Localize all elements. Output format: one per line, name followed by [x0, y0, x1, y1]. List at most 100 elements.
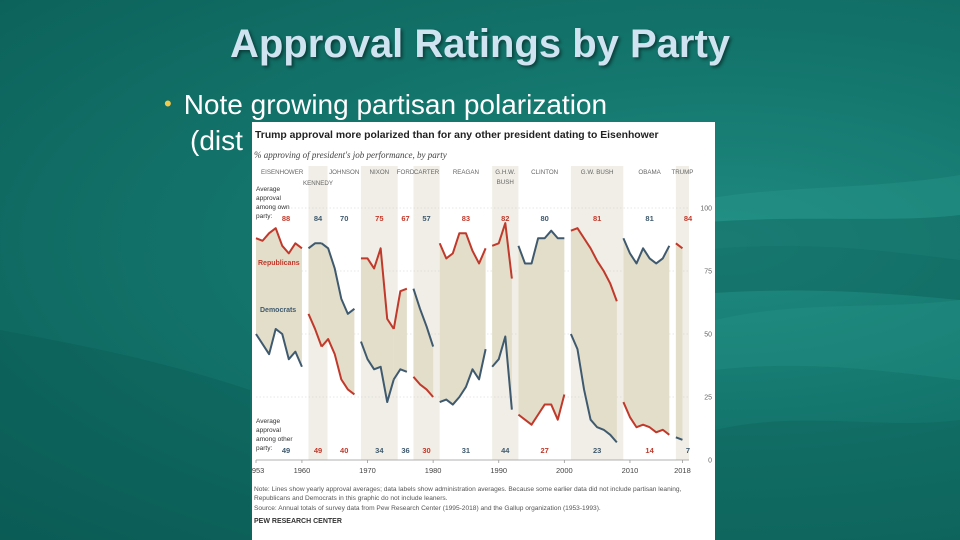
series-republicans-line — [438, 232, 487, 265]
y-tick-label: 25 — [704, 395, 712, 402]
series-label-democrats: Democrats — [260, 307, 296, 314]
own-party-label: party: — [256, 213, 272, 220]
president-name: FORD — [397, 169, 415, 176]
own-party-average: 81 — [645, 214, 653, 223]
other-party-label: Average — [256, 418, 280, 425]
y-tick-label: 100 — [700, 206, 712, 213]
polarization-gap-area — [623, 238, 670, 435]
series-republicans-line — [255, 227, 303, 255]
president-name: G.W. BUSH — [581, 169, 614, 176]
own-party-label: among own — [256, 204, 290, 211]
own-party-average: 83 — [462, 214, 470, 223]
other-party-average: 49 — [314, 446, 322, 455]
polarization-gap-area — [413, 288, 434, 397]
x-tick-label: 1953 — [252, 466, 264, 475]
other-party-average: 14 — [645, 446, 654, 455]
series-republicans-line — [360, 247, 395, 330]
president-name: KENNEDY — [303, 180, 333, 187]
own-party-average: 84 — [314, 214, 323, 223]
series-democrats-line — [307, 242, 322, 250]
other-party-average: 27 — [540, 446, 548, 455]
bullet-line-1: Note growing partisan polarization — [183, 89, 608, 120]
chart-figure: EISENHOWER 88 49 KENNEDY 84 49 JOHNSON 70 40 NIXO… — [252, 122, 715, 540]
other-party-average: 36 — [401, 446, 409, 455]
other-party-label: approval — [256, 427, 281, 434]
series-label-republicans: Republicans — [258, 260, 300, 267]
polarization-gap-area — [492, 223, 512, 410]
other-party-label: party: — [256, 445, 272, 452]
other-party-average: 40 — [340, 446, 348, 455]
other-party-average: 44 — [501, 446, 510, 455]
y-tick-label: 75 — [704, 269, 712, 276]
slide-title: Approval Ratings by Party — [229, 22, 731, 66]
polarization-gap-area — [360, 248, 394, 403]
series-democrats-line — [320, 242, 356, 315]
president-name: G.H.W. — [495, 169, 515, 176]
other-party-average: 7 — [686, 446, 690, 455]
chart-note: Note: Lines show yearly approval average… — [254, 486, 682, 502]
series-democrats-line — [675, 436, 683, 441]
series-democrats-line — [392, 368, 408, 380]
series-democrats-line — [439, 348, 487, 406]
series-republicans-line — [675, 242, 684, 250]
own-party-average: 57 — [422, 214, 430, 223]
own-party-average: 84 — [684, 214, 693, 223]
president-name: OBAMA — [638, 169, 661, 176]
own-party-average: 67 — [401, 214, 409, 223]
chart-source: Source: Annual totals of survey data fro… — [254, 505, 601, 512]
president-name: EISENHOWER — [261, 169, 304, 176]
series-democrats-line — [622, 237, 671, 265]
own-party-label: Average — [256, 186, 280, 193]
series-democrats-line — [360, 341, 395, 404]
series-republicans-line — [412, 376, 434, 398]
polarization-gap-area — [570, 228, 617, 443]
series-democrats-line — [491, 335, 513, 410]
series-republicans-line — [570, 227, 618, 302]
own-party-average: 88 — [282, 214, 290, 223]
other-party-label: among other — [256, 436, 293, 443]
series-republicans-line — [517, 394, 566, 426]
own-party-average: 80 — [540, 214, 548, 223]
polarization-gap-area — [439, 233, 486, 405]
own-party-average: 81 — [593, 214, 601, 223]
x-tick-label: 1960 — [294, 466, 311, 475]
polarization-gap-area — [675, 243, 683, 440]
bullet-line-2: (dist — [190, 125, 243, 156]
polarization-gap-area — [256, 228, 302, 367]
y-tick-label: 0 — [708, 458, 712, 465]
president-name: JOHNSON — [329, 169, 359, 176]
x-tick-label: 2010 — [622, 466, 639, 475]
other-party-average: 31 — [462, 446, 470, 455]
x-tick-label: 2000 — [556, 466, 573, 475]
other-party-average: 30 — [422, 446, 430, 455]
president-name: CLINTON — [531, 169, 558, 176]
polarization-gap-area — [321, 243, 355, 395]
series-republicans-line — [622, 401, 670, 436]
other-party-average: 23 — [593, 446, 601, 455]
polarization-gap-area — [518, 230, 565, 425]
other-party-average: 49 — [282, 446, 290, 455]
series-democrats-line — [569, 333, 618, 444]
x-tick-label: 1970 — [359, 466, 376, 475]
series-republicans-line — [392, 287, 408, 330]
series-republicans-line — [320, 338, 356, 396]
president-name: TRUMP — [671, 169, 693, 176]
approval-chart: EISENHOWER8849KENNEDY8449JOHNSON7040NIXO… — [252, 166, 712, 475]
own-party-average: 70 — [340, 214, 348, 223]
series-democrats-line — [255, 327, 303, 368]
president-name: CARTER — [414, 169, 440, 176]
series-democrats-line — [412, 288, 435, 347]
series-republicans-line — [307, 313, 323, 347]
president-name: BUSH — [497, 179, 514, 186]
president-name: REAGAN — [453, 169, 479, 176]
own-party-average: 75 — [375, 214, 383, 223]
x-tick-label: 1990 — [490, 466, 507, 475]
x-tick-label: 2018 — [674, 466, 691, 475]
chart-title: Trump approval more polarized than for a… — [255, 130, 659, 141]
bullet-dot-icon: • — [164, 91, 172, 116]
other-party-average: 34 — [375, 446, 384, 455]
own-party-average: 82 — [501, 214, 509, 223]
bullet-point: • Note growing partisan polarization (dis… — [164, 86, 724, 159]
y-tick-label: 50 — [704, 332, 712, 339]
chart-subtitle: % approving of president's job performan… — [254, 150, 447, 160]
